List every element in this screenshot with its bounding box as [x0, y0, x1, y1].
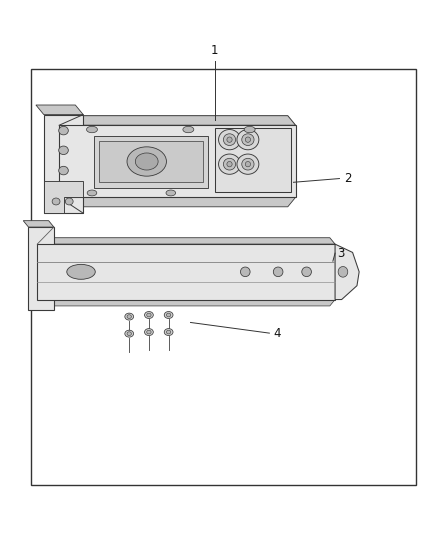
- Ellipse shape: [223, 158, 236, 170]
- Ellipse shape: [166, 190, 176, 196]
- Polygon shape: [335, 244, 359, 300]
- Polygon shape: [59, 125, 296, 197]
- Ellipse shape: [244, 126, 255, 133]
- Ellipse shape: [183, 126, 194, 133]
- Ellipse shape: [145, 328, 153, 336]
- Ellipse shape: [125, 330, 134, 337]
- Ellipse shape: [67, 264, 95, 279]
- Ellipse shape: [135, 153, 158, 170]
- Ellipse shape: [245, 161, 251, 167]
- Ellipse shape: [164, 328, 173, 336]
- Polygon shape: [51, 197, 296, 207]
- Polygon shape: [36, 105, 83, 115]
- Ellipse shape: [245, 137, 251, 142]
- Ellipse shape: [237, 130, 259, 150]
- Ellipse shape: [86, 126, 97, 133]
- Ellipse shape: [125, 313, 134, 320]
- Ellipse shape: [127, 332, 131, 336]
- Polygon shape: [23, 221, 54, 227]
- Ellipse shape: [164, 311, 173, 318]
- Ellipse shape: [145, 311, 153, 318]
- Text: 4: 4: [274, 327, 281, 340]
- Polygon shape: [32, 300, 335, 306]
- Ellipse shape: [302, 267, 311, 277]
- Ellipse shape: [127, 314, 131, 318]
- Polygon shape: [32, 238, 335, 244]
- Ellipse shape: [338, 266, 348, 277]
- Polygon shape: [44, 115, 83, 213]
- Ellipse shape: [127, 147, 166, 176]
- Text: 2: 2: [344, 172, 351, 185]
- Ellipse shape: [59, 126, 68, 135]
- Ellipse shape: [147, 313, 151, 317]
- Ellipse shape: [147, 330, 151, 334]
- Ellipse shape: [227, 137, 232, 142]
- Ellipse shape: [87, 190, 97, 196]
- Ellipse shape: [227, 161, 232, 167]
- Ellipse shape: [219, 154, 240, 174]
- Ellipse shape: [59, 146, 68, 155]
- Polygon shape: [37, 244, 335, 300]
- Ellipse shape: [223, 134, 236, 146]
- Ellipse shape: [65, 198, 73, 205]
- Polygon shape: [215, 128, 291, 192]
- Polygon shape: [99, 141, 203, 182]
- Ellipse shape: [240, 267, 250, 277]
- Text: 3: 3: [337, 247, 345, 260]
- Polygon shape: [44, 181, 83, 213]
- Polygon shape: [51, 116, 296, 125]
- Ellipse shape: [273, 267, 283, 277]
- Polygon shape: [94, 136, 208, 188]
- Ellipse shape: [237, 154, 259, 174]
- Ellipse shape: [166, 313, 171, 317]
- Ellipse shape: [219, 130, 240, 150]
- Ellipse shape: [242, 158, 254, 170]
- Ellipse shape: [52, 198, 60, 205]
- Ellipse shape: [166, 330, 171, 334]
- Polygon shape: [28, 227, 54, 310]
- Ellipse shape: [242, 134, 254, 146]
- Text: 1: 1: [211, 44, 219, 57]
- Bar: [31, 69, 416, 485]
- Ellipse shape: [59, 166, 68, 175]
